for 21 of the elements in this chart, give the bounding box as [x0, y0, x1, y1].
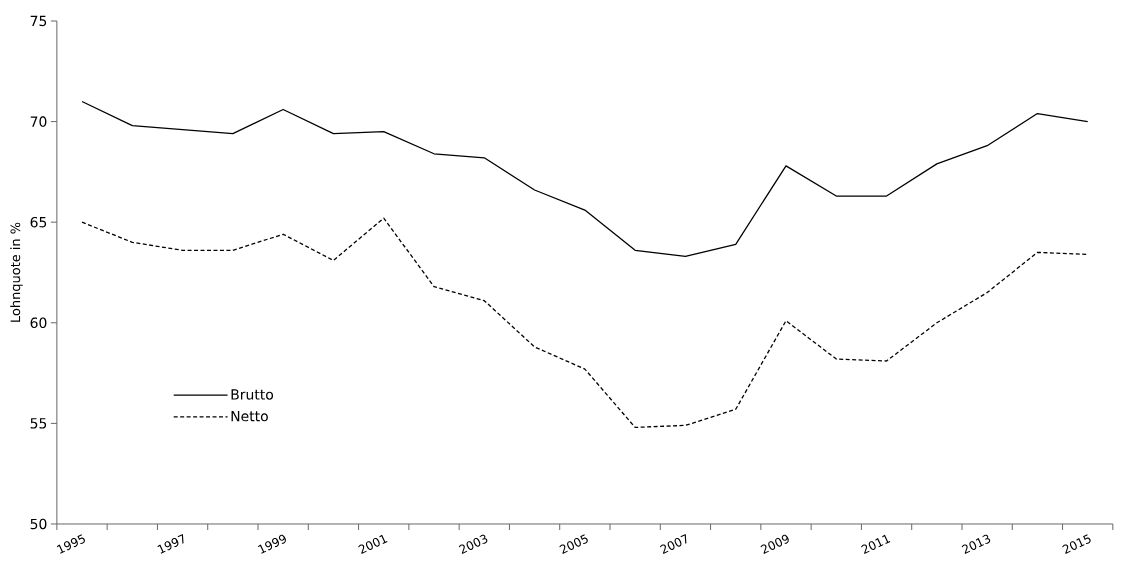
y-tick-label: 75: [30, 15, 47, 27]
x-tick-label: 2011: [861, 534, 891, 554]
x-tick-label: 1997: [157, 533, 184, 554]
y-tick-label: 55: [30, 418, 47, 429]
x-tick-label: 2005: [559, 534, 588, 554]
x-tick-label: 2001: [358, 534, 388, 554]
y-tick-label: 50: [30, 518, 47, 530]
x-tick-label: 2003: [458, 534, 488, 554]
legend-label: Brutto: [231, 389, 274, 400]
x-tick-label: 1999: [258, 534, 286, 554]
x-tick-label: 2009: [760, 534, 789, 554]
x-tick-label: 2013: [961, 534, 991, 554]
x-tick-label: 1995: [56, 534, 85, 554]
x-tick-label: 2015: [1062, 534, 1091, 554]
legend-label: Netto: [231, 410, 268, 422]
line-series: [81, 217, 1089, 429]
y-tick-label: 60: [30, 317, 47, 329]
y-axis-title: Lohnquote in %: [10, 222, 23, 322]
y-tick-label: 65: [30, 216, 47, 228]
y-tick-label: 70: [30, 116, 47, 127]
x-tick-label: 2007: [659, 533, 687, 554]
